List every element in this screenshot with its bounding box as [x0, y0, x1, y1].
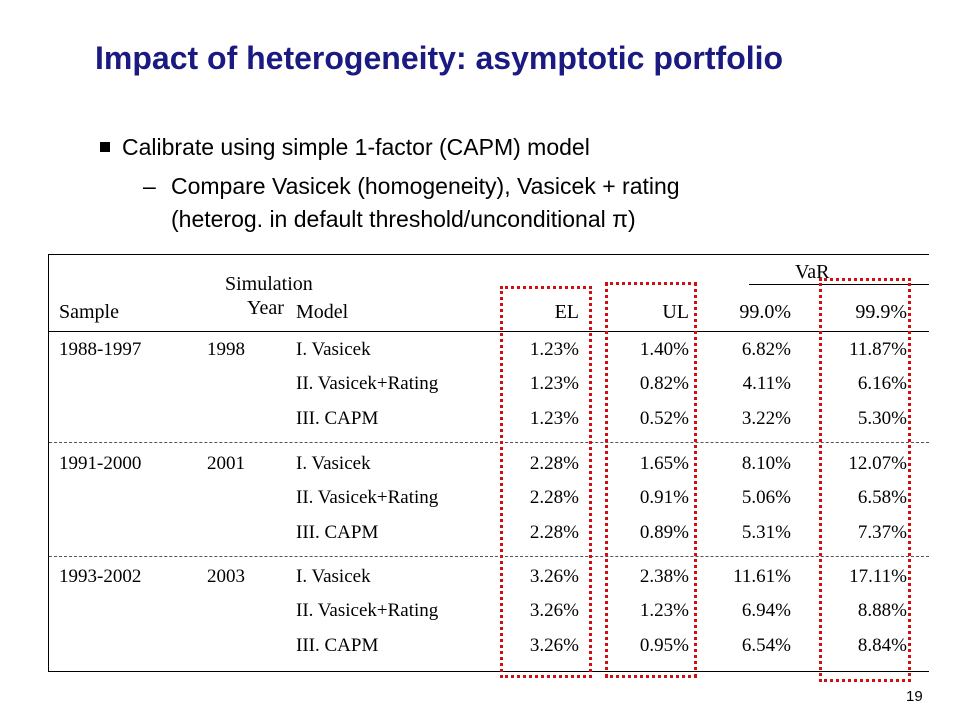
- var99-cell: 6.94%: [741, 600, 791, 621]
- results-table: Simulation Sample Year Model EL UL 99.0%…: [48, 254, 929, 682]
- ul-cell: 0.82%: [639, 373, 689, 394]
- el-cell: 1.23%: [529, 373, 579, 394]
- bullet-compare-line2: (heterog. in default threshold/unconditi…: [171, 206, 636, 232]
- ul-cell: 0.91%: [639, 487, 689, 508]
- model-cell: I. Vasicek: [296, 566, 371, 587]
- slide-title: Impact of heterogeneity: asymptotic port…: [95, 40, 784, 76]
- var99-cell: 3.22%: [741, 408, 791, 429]
- var99-cell: 6.82%: [741, 339, 791, 360]
- bullet-calibrate: Calibrate using simple 1-factor (CAPM) m…: [100, 134, 590, 161]
- highlight-box-var999: [819, 278, 911, 682]
- ul-cell: 0.52%: [639, 408, 689, 429]
- var99-cell: 11.61%: [733, 566, 791, 587]
- bullet-compare-line1: Compare Vasicek (homogeneity), Vasicek +…: [171, 173, 680, 199]
- ul-cell: 1.40%: [639, 339, 689, 360]
- var99-cell: 6.54%: [741, 635, 791, 656]
- el-cell: 2.28%: [529, 453, 579, 474]
- simulation-year-cell: 2001: [207, 453, 245, 474]
- var99-cell: 5.31%: [741, 522, 791, 543]
- el-cell: 3.26%: [529, 635, 579, 656]
- header-divider: [49, 331, 929, 332]
- ul-cell: 2.38%: [639, 566, 689, 587]
- var-group-underline: [749, 284, 929, 285]
- el-cell: 3.26%: [529, 566, 579, 587]
- var999-cell: 8.84%: [857, 635, 907, 656]
- var999-cell: 6.16%: [857, 373, 907, 394]
- ul-cell: 1.65%: [639, 453, 689, 474]
- model-cell: II. Vasicek+Rating: [296, 373, 439, 394]
- header-ul: UL: [662, 301, 689, 323]
- sample-cell: 1988-1997: [59, 339, 142, 360]
- header-var-99: 99.0%: [739, 301, 791, 323]
- dash-bullet: –: [143, 173, 156, 199]
- el-cell: 2.28%: [529, 522, 579, 543]
- ul-cell: 1.23%: [639, 600, 689, 621]
- simulation-year-cell: 1998: [207, 339, 245, 360]
- model-cell: III. CAPM: [296, 522, 379, 543]
- header-el: EL: [554, 301, 579, 323]
- var999-cell: 7.37%: [857, 522, 907, 543]
- header-year: Year: [247, 297, 284, 319]
- group-divider-1: [49, 442, 929, 443]
- el-cell: 1.23%: [529, 408, 579, 429]
- header-sample: Sample: [59, 301, 119, 323]
- model-cell: II. Vasicek+Rating: [296, 487, 439, 508]
- highlight-box-el: [500, 286, 592, 678]
- bullet-compare: – Compare Vasicek (homogeneity), Vasicek …: [143, 170, 680, 236]
- header-var-999: 99.9%: [855, 301, 907, 323]
- page-number: 19: [906, 688, 923, 705]
- model-cell: III. CAPM: [296, 408, 379, 429]
- var999-cell: 6.58%: [857, 487, 907, 508]
- el-cell: 2.28%: [529, 487, 579, 508]
- header-simulation: Simulation: [225, 273, 313, 295]
- sample-cell: 1991-2000: [59, 453, 142, 474]
- header-model: Model: [296, 301, 349, 323]
- el-cell: 3.26%: [529, 600, 579, 621]
- model-cell: II. Vasicek+Rating: [296, 600, 439, 621]
- square-bullet-icon: [100, 142, 110, 152]
- ul-cell: 0.95%: [639, 635, 689, 656]
- bullet-calibrate-text: Calibrate using simple 1-factor (CAPM) m…: [122, 134, 590, 160]
- var99-cell: 8.10%: [741, 453, 791, 474]
- var99-cell: 4.11%: [742, 373, 791, 394]
- var999-cell: 5.30%: [857, 408, 907, 429]
- ul-cell: 0.89%: [639, 522, 689, 543]
- simulation-year-cell: 2003: [207, 566, 245, 587]
- highlight-box-ul: [605, 282, 697, 678]
- group-divider-2: [49, 556, 929, 557]
- model-cell: I. Vasicek: [296, 339, 371, 360]
- sample-cell: 1993-2002: [59, 566, 142, 587]
- model-cell: III. CAPM: [296, 635, 379, 656]
- header-var-group: VaR: [795, 261, 830, 283]
- el-cell: 1.23%: [529, 339, 579, 360]
- var999-cell: 11.87%: [849, 339, 907, 360]
- var999-cell: 17.11%: [849, 566, 907, 587]
- var999-cell: 12.07%: [848, 453, 907, 474]
- var999-cell: 8.88%: [857, 600, 907, 621]
- model-cell: I. Vasicek: [296, 453, 371, 474]
- var99-cell: 5.06%: [741, 487, 791, 508]
